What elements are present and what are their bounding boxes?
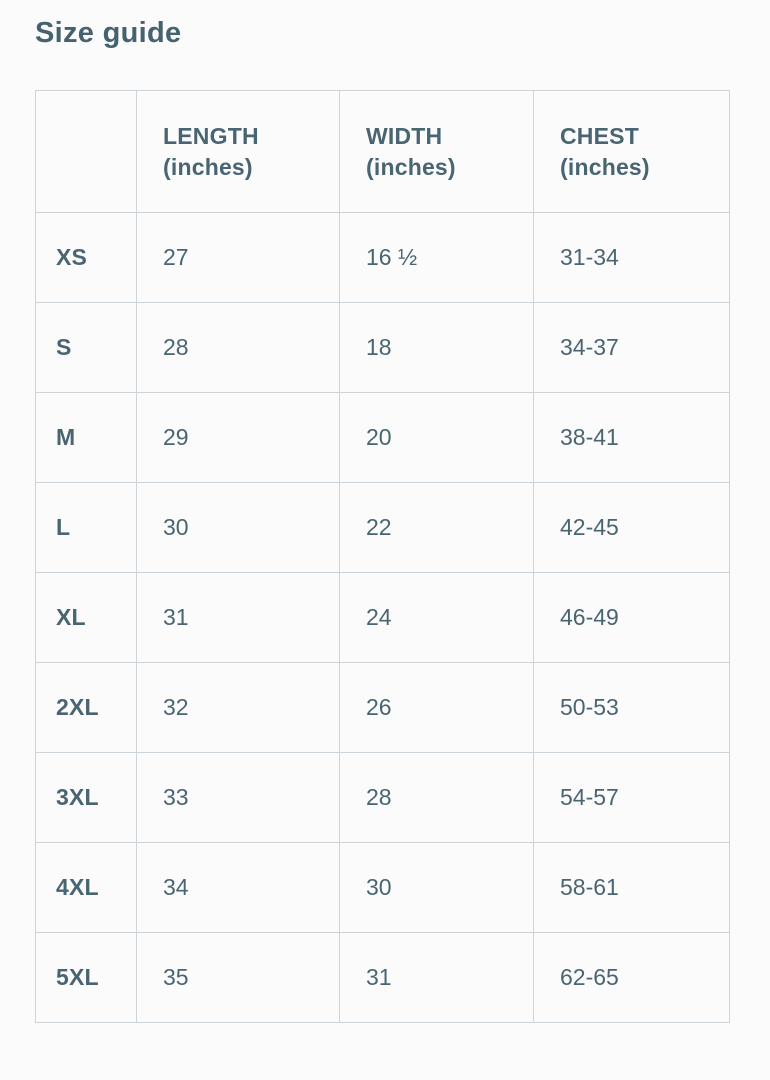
table-row: 2XL 32 26 50-53: [35, 662, 730, 753]
chest-value-cell: 50-53: [533, 662, 730, 753]
width-value-cell: 30: [339, 842, 534, 933]
chest-value-cell: 34-37: [533, 302, 730, 393]
chest-value-cell: 62-65: [533, 932, 730, 1023]
size-guide-section: Size guide LENGTH (inches) WIDTH (inches…: [35, 17, 730, 1023]
table-row: 4XL 34 30 58-61: [35, 842, 730, 933]
size-label-cell: L: [35, 482, 137, 573]
length-value-cell: 33: [136, 752, 340, 843]
chest-value-cell: 42-45: [533, 482, 730, 573]
column-header-chest: CHEST (inches): [533, 90, 730, 213]
table-row: M 29 20 38-41: [35, 392, 730, 483]
column-header-unit: (inches): [366, 153, 456, 180]
column-header-length: LENGTH (inches): [136, 90, 340, 213]
width-value-cell: 28: [339, 752, 534, 843]
size-label-cell: XS: [35, 212, 137, 303]
size-label-cell: 4XL: [35, 842, 137, 933]
column-header-label: CHEST: [560, 122, 639, 149]
chest-value-cell: 38-41: [533, 392, 730, 483]
size-label-cell: XL: [35, 572, 137, 663]
length-value-cell: 28: [136, 302, 340, 393]
width-value-cell: 18: [339, 302, 534, 393]
table-row: XS 27 16 ½ 31-34: [35, 212, 730, 303]
column-header-width: WIDTH (inches): [339, 90, 534, 213]
chest-value-cell: 58-61: [533, 842, 730, 933]
length-value-cell: 30: [136, 482, 340, 573]
width-value-cell: 31: [339, 932, 534, 1023]
column-header-unit: (inches): [560, 153, 650, 180]
size-label-cell: S: [35, 302, 137, 393]
size-guide-table: LENGTH (inches) WIDTH (inches) CHEST (in…: [35, 90, 730, 1023]
page-title: Size guide: [35, 17, 182, 49]
length-value-cell: 29: [136, 392, 340, 483]
corner-cell: [35, 90, 137, 213]
chest-value-cell: 54-57: [533, 752, 730, 843]
length-value-cell: 34: [136, 842, 340, 933]
table-row: 3XL 33 28 54-57: [35, 752, 730, 843]
table-row: L 30 22 42-45: [35, 482, 730, 573]
size-label-cell: 2XL: [35, 662, 137, 753]
length-value-cell: 35: [136, 932, 340, 1023]
column-header-unit: (inches): [163, 153, 253, 180]
column-header-label: LENGTH: [163, 122, 259, 149]
size-label-cell: M: [35, 392, 137, 483]
size-label-cell: 5XL: [35, 932, 137, 1023]
size-label-cell: 3XL: [35, 752, 137, 843]
length-value-cell: 31: [136, 572, 340, 663]
width-value-cell: 26: [339, 662, 534, 753]
width-value-cell: 22: [339, 482, 534, 573]
column-header-label: WIDTH: [366, 122, 443, 149]
table-row: XL 31 24 46-49: [35, 572, 730, 663]
width-value-cell: 16 ½: [339, 212, 534, 303]
chest-value-cell: 31-34: [533, 212, 730, 303]
length-value-cell: 32: [136, 662, 340, 753]
width-value-cell: 24: [339, 572, 534, 663]
size-table-body: XS 27 16 ½ 31-34 S 28 18 34-37 M 29 20 38-41 L 30 22 42…: [35, 212, 730, 1023]
table-row: S 28 18 34-37: [35, 302, 730, 393]
table-row: 5XL 35 31 62-65: [35, 932, 730, 1023]
chest-value-cell: 46-49: [533, 572, 730, 663]
width-value-cell: 20: [339, 392, 534, 483]
length-value-cell: 27: [136, 212, 340, 303]
header-row: LENGTH (inches) WIDTH (inches) CHEST (in…: [35, 90, 730, 213]
